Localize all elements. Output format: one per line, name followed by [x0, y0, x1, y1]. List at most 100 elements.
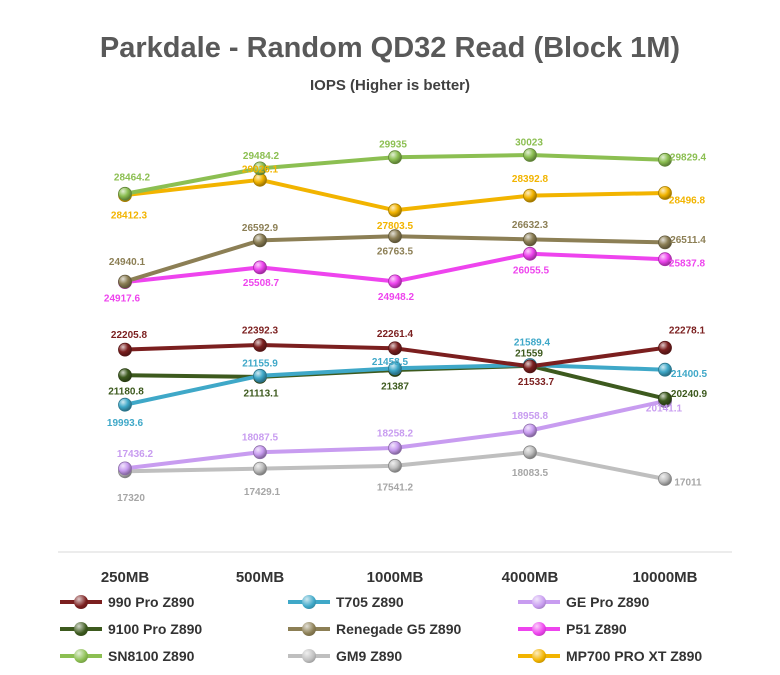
data-point: [658, 252, 672, 267]
data-point: [388, 203, 402, 218]
data-point: [523, 445, 537, 460]
data-point: [523, 188, 537, 203]
data-point: [118, 461, 132, 476]
data-label: 24917.6: [104, 294, 141, 305]
legend-label: GM9 Z890: [336, 648, 403, 664]
legend-swatch: [518, 622, 560, 636]
legend-item: 9100 Pro Z890: [60, 619, 202, 639]
data-label: 20141.1: [646, 404, 683, 415]
data-label: 17011: [674, 478, 702, 489]
data-label: 18258.2: [377, 428, 414, 439]
data-label: 26632.3: [512, 220, 549, 231]
legend-label: 9100 Pro Z890: [108, 621, 203, 637]
x-tick-label: 10000MB: [632, 569, 697, 586]
chart-title: Parkdale - Random QD32 Read (Block 1M): [99, 32, 681, 64]
data-point: [658, 152, 672, 167]
data-label: 26055.5: [513, 265, 550, 276]
legend-swatch: [288, 595, 330, 609]
data-point: [388, 341, 402, 356]
legend-swatch: [60, 595, 102, 609]
data-label: 21387: [381, 382, 409, 393]
data-point: [388, 458, 402, 473]
data-label: 21533.7: [518, 377, 555, 388]
legend-item: GE Pro Z890: [518, 592, 649, 612]
legend-item: SN8100 Z890: [60, 646, 194, 666]
legend-swatch: [60, 622, 102, 636]
series-layer: [118, 148, 672, 486]
data-label: 28496.8: [669, 196, 706, 207]
data-point: [523, 246, 537, 261]
data-label: 28464.2: [114, 172, 151, 183]
data-label: 21458.5: [372, 357, 409, 368]
data-point: [523, 423, 537, 438]
legend-item: Renegade G5 Z890: [288, 619, 461, 639]
data-label: 19993.6: [107, 418, 144, 429]
legend-label: SN8100 Z890: [108, 648, 195, 664]
legend-item: MP700 PRO XT Z890: [518, 646, 702, 666]
data-label: 30023: [515, 138, 543, 149]
legend-label: 990 Pro Z890: [108, 594, 195, 610]
data-label: 21589.4: [514, 338, 551, 349]
data-point: [388, 361, 402, 376]
data-point: [118, 342, 132, 357]
data-point: [658, 235, 672, 250]
data-point: [388, 150, 402, 165]
data-point: [388, 274, 402, 289]
data-point: [253, 233, 267, 248]
legend: 990 Pro Z890 T705 Z890 GE Pro Z890 9100 Pro…: [60, 592, 760, 672]
data-point: [658, 362, 672, 377]
data-label: 22278.1: [669, 325, 706, 336]
series-sn8100-z890: [118, 148, 672, 201]
data-label: 26592.9: [242, 223, 279, 234]
data-label: 29829.4: [670, 152, 707, 163]
data-point: [388, 440, 402, 455]
data-label: 22205.8: [111, 330, 148, 341]
data-label: 29935: [379, 140, 407, 151]
data-point: [253, 461, 267, 476]
data-label: 29026.1: [242, 164, 279, 175]
data-label: 26511.4: [670, 235, 706, 246]
data-point: [253, 161, 267, 176]
data-point: [253, 260, 267, 275]
data-label: 22261.4: [377, 329, 414, 340]
data-label: 27803.5: [377, 221, 414, 232]
data-label-layer: 17320 17429.1 17541.2 18083.5 17011 17436.2 18…: [104, 138, 708, 504]
data-label: 26763.5: [377, 247, 414, 258]
data-point: [523, 232, 537, 247]
legend-swatch: [60, 649, 102, 663]
legend-swatch: [288, 622, 330, 636]
data-point: [118, 274, 132, 289]
series-ge-pro-z890: [118, 394, 672, 476]
data-point: [523, 148, 537, 162]
legend-label: GE Pro Z890: [566, 594, 650, 610]
data-point: [253, 338, 267, 352]
data-label: 21180.8: [108, 387, 144, 398]
data-label: 21400.5: [671, 369, 708, 380]
category-axis: 250MB 500MB 1000MB 4000MB 10000MB: [101, 569, 698, 586]
data-point: [523, 359, 537, 374]
data-point: [118, 368, 132, 383]
data-label: 21155.9: [242, 358, 278, 369]
data-label: 17541.2: [377, 482, 414, 493]
legend-label: Renegade G5 Z890: [336, 621, 462, 637]
legend-item: T705 Z890: [288, 592, 404, 612]
x-tick-label: 4000MB: [502, 569, 559, 586]
data-label: 17320: [117, 493, 145, 504]
x-tick-label: 250MB: [101, 569, 150, 586]
data-point: [253, 368, 267, 383]
data-label: 24948.2: [378, 292, 415, 303]
data-point: [253, 445, 267, 460]
data-label: 22392.3: [242, 326, 279, 337]
data-label: 29484.2: [243, 151, 280, 162]
legend-item: 990 Pro Z890: [60, 592, 194, 612]
series-renegade-g5-z890: [118, 229, 672, 289]
data-point: [388, 229, 402, 244]
data-label: 21113.1: [243, 388, 278, 399]
x-tick-label: 500MB: [236, 569, 285, 586]
data-label: 18083.5: [512, 468, 549, 479]
data-label: 25508.7: [243, 278, 280, 289]
data-point: [118, 397, 132, 412]
data-point: [658, 472, 672, 486]
chart-subtitle: IOPS (Higher is better): [309, 77, 471, 94]
